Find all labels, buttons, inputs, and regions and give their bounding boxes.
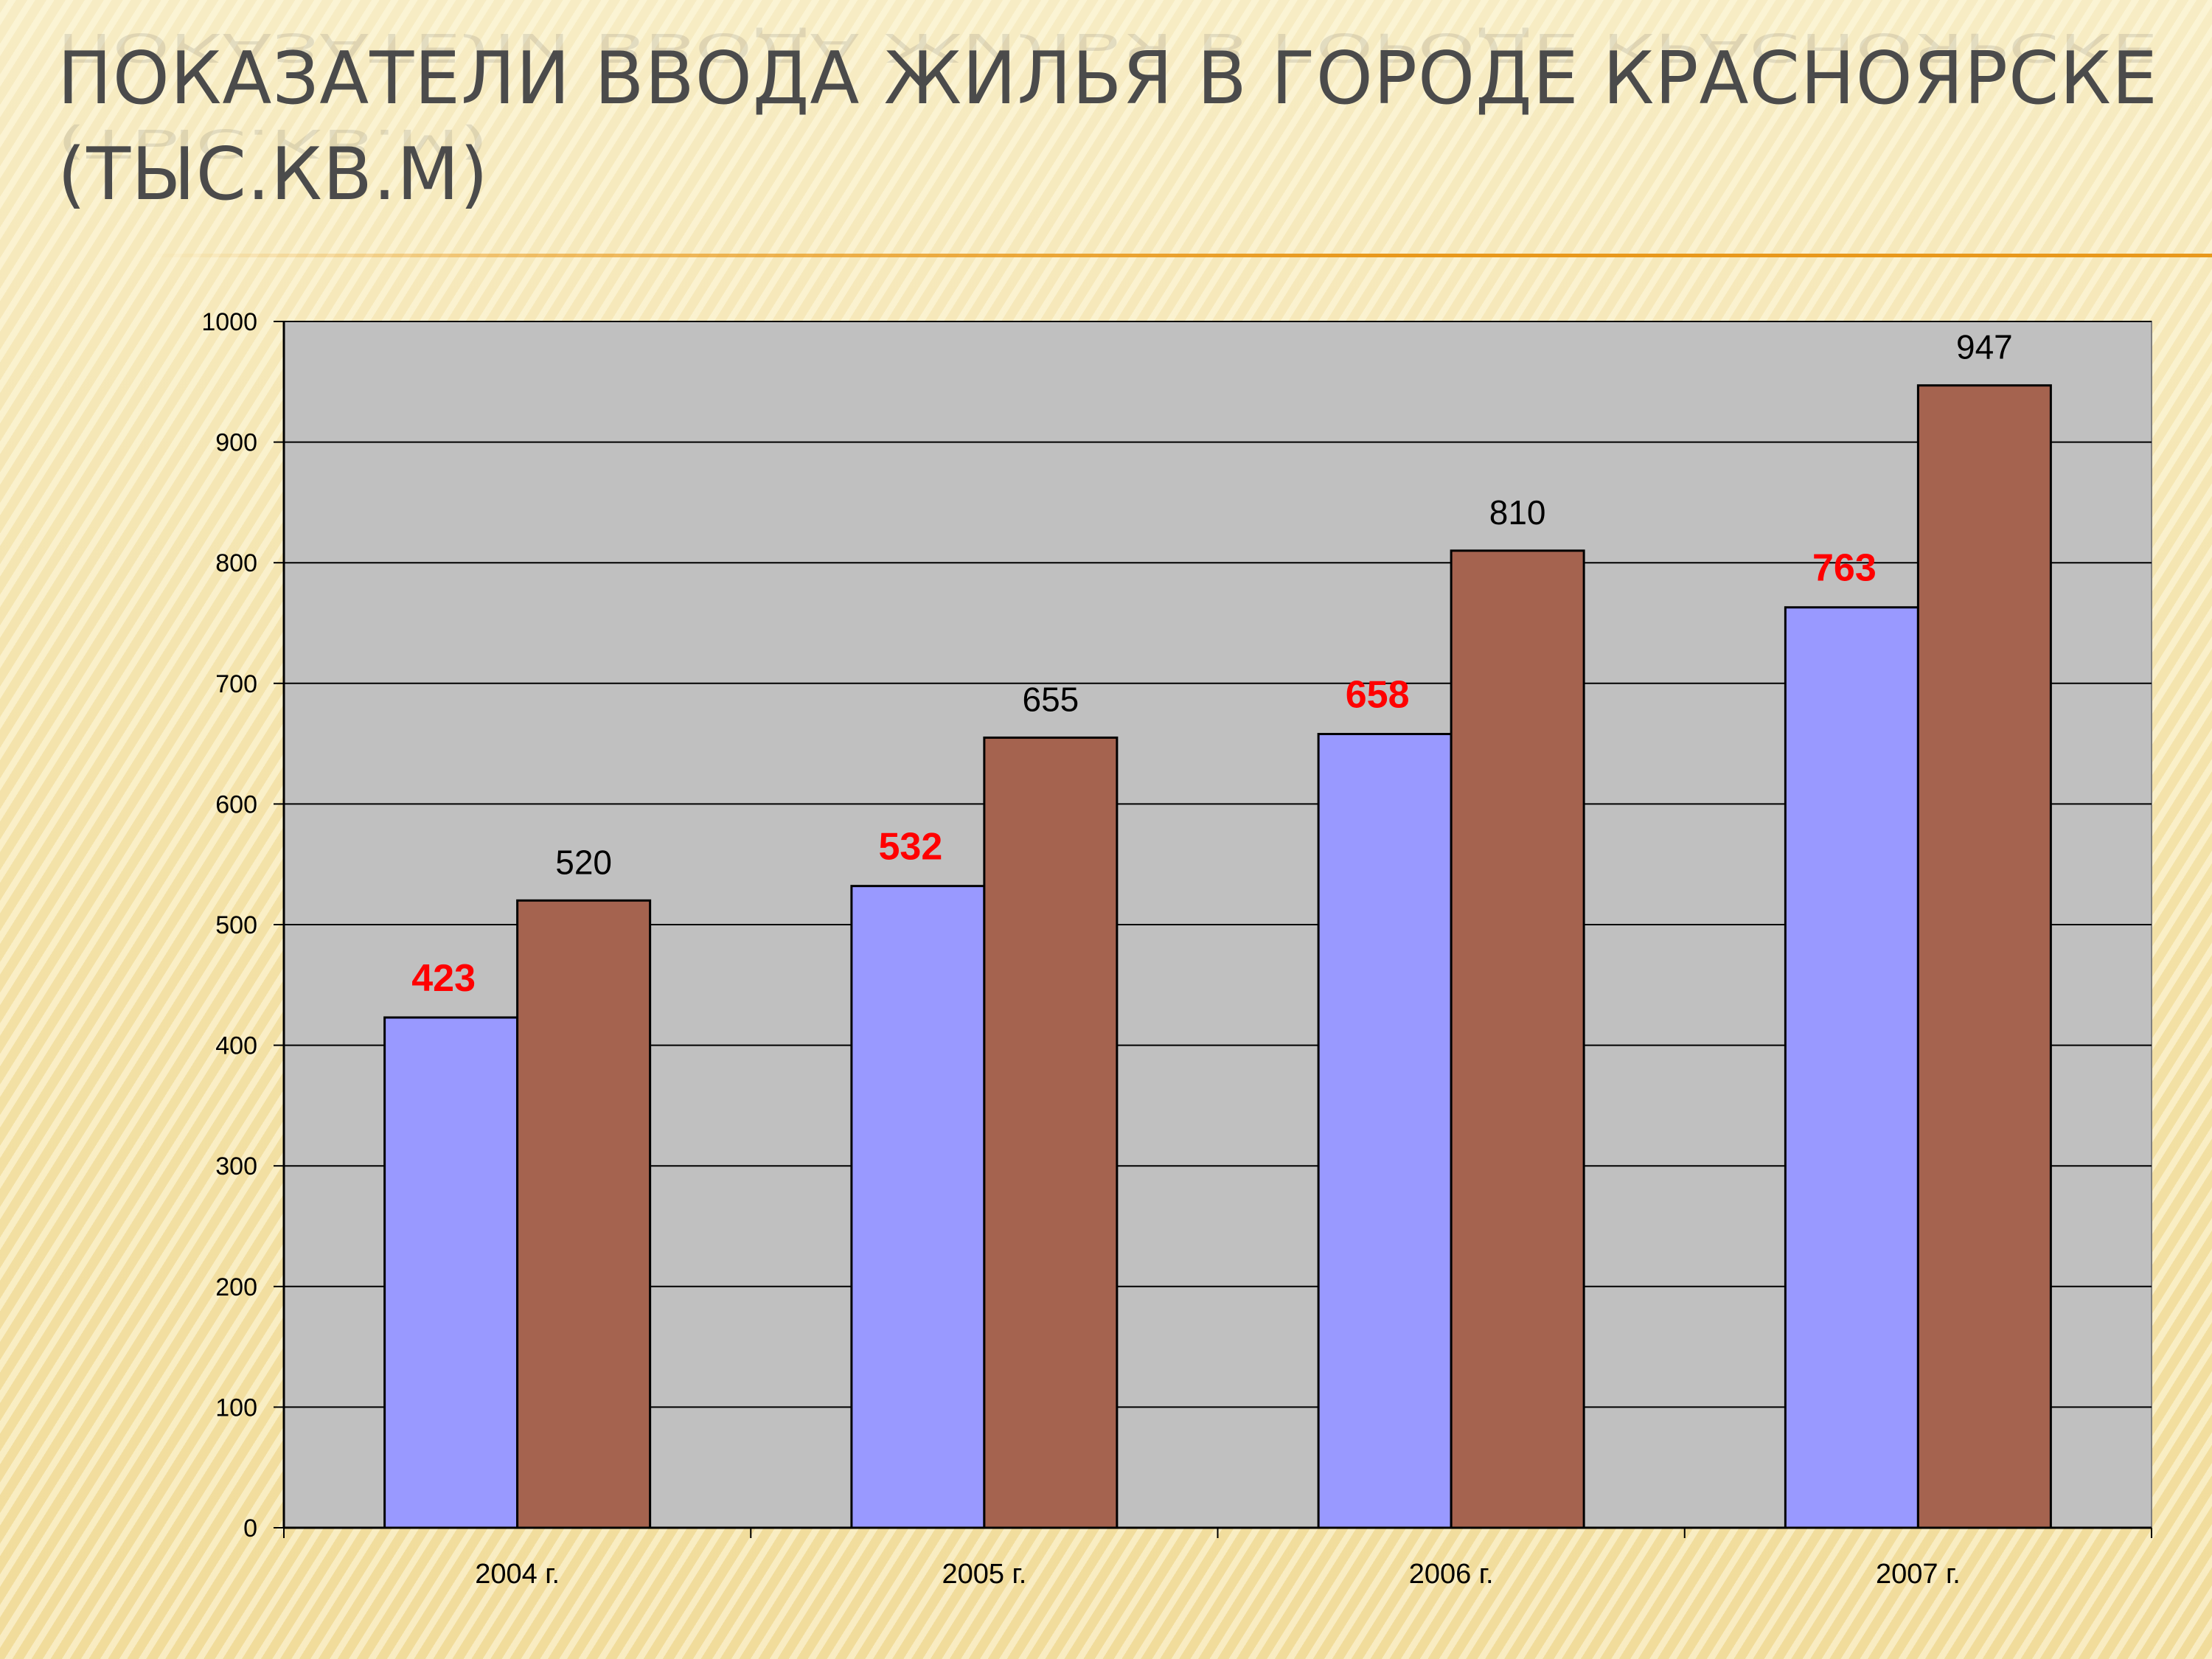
y-tick-label: 900 — [215, 429, 257, 457]
slide-title: Показатели ввода жилья в городе Краснояр… — [58, 31, 2157, 223]
bar-series-2 — [983, 736, 1119, 1529]
title-underline — [147, 254, 2212, 257]
bar-series-2 — [1450, 549, 1585, 1529]
bar-series-2 — [1916, 384, 2052, 1529]
bars — [383, 384, 2052, 1529]
title-line-1: Показатели ввода жилья в городе Краснояр… — [58, 31, 2157, 127]
y-tick-label: 400 — [215, 1032, 257, 1060]
data-label-series-1: 658 — [1346, 674, 1410, 717]
data-label-series-2: 655 — [1023, 680, 1079, 718]
bar-series-2 — [516, 899, 652, 1529]
x-tick-label: 2005 г. — [942, 1559, 1026, 1590]
data-label-series-2: 520 — [555, 843, 612, 881]
labels: 0 100 200 300 400 500 600 700 800 900 1000 423 520 20… — [201, 308, 2012, 1590]
y-tick-label: 1000 — [201, 308, 257, 336]
y-tick-label: 800 — [215, 549, 257, 577]
y-tick-label: 0 — [243, 1514, 257, 1543]
data-label-series-2: 947 — [1956, 328, 2013, 366]
x-tick-label: 2004 г. — [475, 1559, 560, 1590]
x-tick-label: 2007 г. — [1876, 1559, 1961, 1590]
y-tick-label: 100 — [215, 1394, 257, 1422]
data-label-series-1: 423 — [411, 957, 476, 1000]
y-tick-label: 600 — [215, 790, 257, 818]
axes — [274, 321, 2152, 1538]
data-label-series-2: 810 — [1489, 493, 1546, 532]
y-tick-label: 200 — [215, 1273, 257, 1301]
data-label-series-1: 532 — [878, 826, 942, 869]
bar-series-1 — [1317, 733, 1453, 1529]
bar-series-1 — [1784, 606, 1919, 1529]
x-tick-label: 2006 г. — [1409, 1559, 1494, 1590]
title-line-2: (тыс.кв.м) — [58, 127, 1975, 223]
y-tick-label: 700 — [215, 670, 257, 698]
data-label-series-1: 763 — [1812, 547, 1877, 590]
y-tick-label: 500 — [215, 911, 257, 939]
bar-series-1 — [383, 1016, 519, 1529]
bar-series-1 — [850, 885, 986, 1529]
y-tick-label: 300 — [215, 1152, 257, 1180]
